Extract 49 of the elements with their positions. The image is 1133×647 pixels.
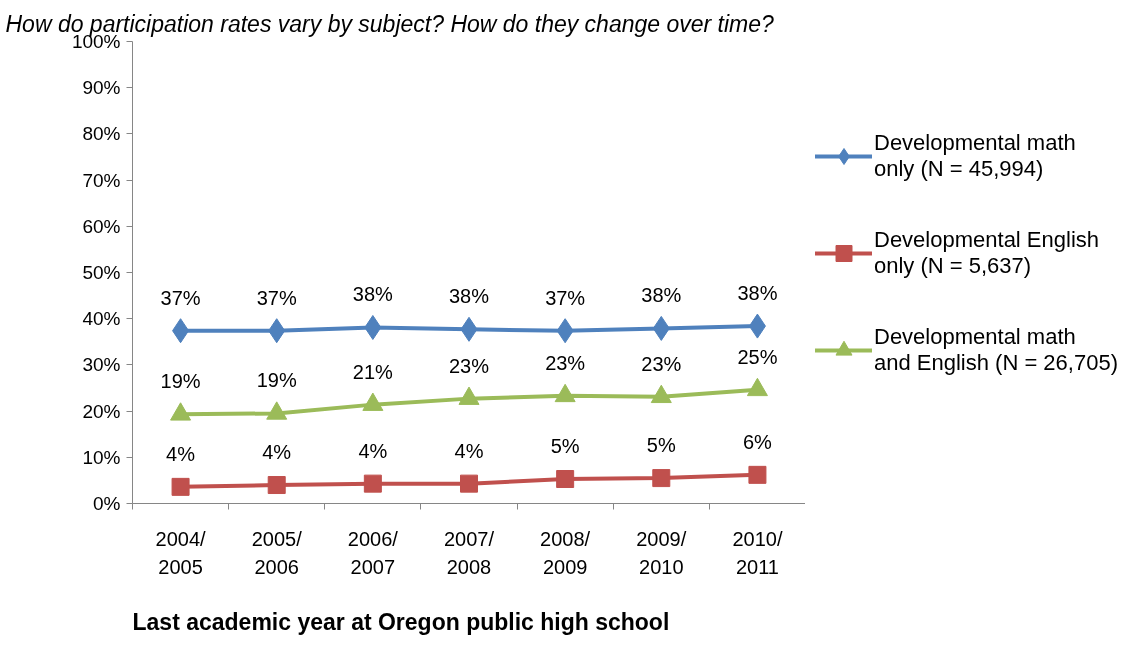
- data-label: 23%: [641, 352, 682, 375]
- data-label: 5%: [550, 435, 580, 458]
- x-tick-label: 2005/2006: [251, 527, 303, 579]
- point: [171, 477, 190, 496]
- y-tick-label: 0%: [93, 493, 121, 514]
- data-label: 38%: [641, 284, 682, 307]
- y-tick-label: 10%: [82, 446, 121, 468]
- y-tick-label: 40%: [82, 308, 121, 330]
- data-label: 23%: [545, 351, 586, 374]
- point: [652, 469, 671, 488]
- data-label: 38%: [737, 282, 778, 305]
- data-label: 37%: [545, 286, 586, 309]
- data-label: 21%: [352, 360, 394, 383]
- data-label: 6%: [742, 430, 773, 453]
- point: [460, 474, 478, 493]
- y-tick-label: 30%: [82, 354, 121, 376]
- y-tick-label: 80%: [82, 123, 121, 145]
- data-label: 4%: [166, 442, 196, 465]
- x-tick-label: 2008/2009: [540, 527, 591, 579]
- data-label: 19%: [160, 370, 201, 393]
- point: [748, 465, 767, 484]
- point: [556, 470, 575, 489]
- legend-label: Developmental math only (N = 45,994): [874, 130, 1076, 182]
- data-label: 4%: [262, 441, 292, 464]
- x-tick-label: 2009/2010: [636, 527, 687, 579]
- data-label: 4%: [454, 439, 484, 462]
- y-tick-label: 60%: [82, 215, 121, 237]
- data-label: 19%: [256, 369, 297, 392]
- x-axis-title: Last academic year at Oregon public high school: [132, 608, 670, 635]
- data-label: 25%: [737, 345, 778, 368]
- y-tick-label: 90%: [82, 77, 121, 99]
- data-label: 38%: [352, 283, 394, 306]
- point: [363, 474, 382, 493]
- y-tick-label: 70%: [82, 169, 121, 191]
- x-tick-label: 2004/2005: [155, 527, 207, 579]
- legend-label: Developmental English only (N = 5,637): [874, 227, 1100, 279]
- data-label: 23%: [448, 354, 490, 377]
- data-label: 37%: [256, 286, 297, 309]
- x-tick-label: 2010/2011: [732, 527, 783, 579]
- x-tick-label: 2006/2007: [347, 527, 399, 579]
- y-tick-label: 20%: [82, 400, 121, 422]
- data-label: 37%: [160, 286, 201, 309]
- data-label: 5%: [646, 434, 676, 457]
- data-label: 38%: [448, 285, 490, 308]
- y-tick-label: 50%: [82, 262, 121, 283]
- point: [267, 476, 286, 495]
- x-tick-label: 2007/2008: [443, 527, 495, 579]
- legend-label: Developmental math and English (N = 26,705): [874, 324, 1118, 376]
- data-label: 4%: [358, 439, 388, 462]
